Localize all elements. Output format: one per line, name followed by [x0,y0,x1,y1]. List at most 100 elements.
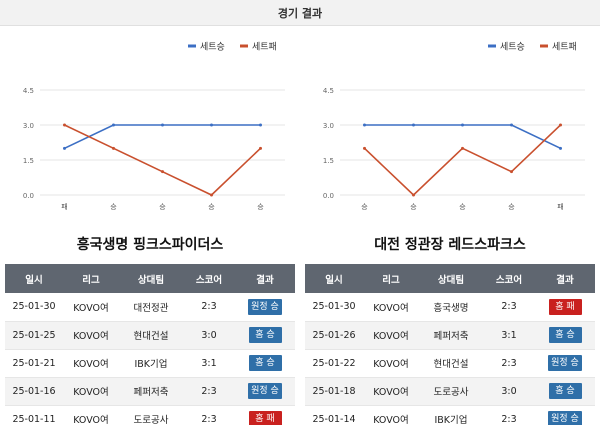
left-chart: 세트승 세트패 0.0 1.5 3.0 4.5 패 승 승 승 승 [0,26,300,231]
cell-league: KOVO여 [63,293,119,322]
x-tick-label: 승 [361,203,368,211]
left-team-panel: 세트승 세트패 0.0 1.5 3.0 4.5 패 승 승 승 승 흥국생명 핑크스파이더스 일시 리… [0,26,300,425]
result-badge: 홈 승 [248,355,282,371]
cell-opponent: 페퍼저축 [419,321,483,350]
cell-league: KOVO여 [63,321,119,350]
series-line [364,124,561,150]
result-badge: 홈 승 [548,327,582,343]
cell-result: 원정 승 [535,349,595,378]
table-row: 25-01-22 KOVO여 현대건설 2:3 원정 승 [305,349,595,378]
cell-result: 홈 패 [235,405,295,425]
cell-date: 25-01-11 [5,405,63,425]
cell-result: 원정 승 [235,377,295,406]
y-tick-label: 4.5 [323,87,334,95]
cell-score: 2:3 [183,405,235,425]
data-point [461,146,464,150]
y-tick-label: 0.0 [323,192,334,200]
column-header: 결과 [235,264,295,293]
data-point [112,146,115,150]
cell-date: 25-01-18 [305,377,363,406]
data-point [412,123,415,127]
table-row: 25-01-30 KOVO여 대전정관 2:3 원정 승 [5,293,295,322]
y-tick-label: 0.0 [23,192,34,200]
data-point [210,193,213,197]
series-line [64,124,261,150]
x-tick-label: 패 [61,202,67,211]
cell-league: KOVO여 [363,293,419,322]
cell-score: 3:0 [183,321,235,350]
cell-result: 홈 승 [235,321,295,350]
data-point [161,170,164,174]
left-results-table: 일시 리그 상대팀 스코어 결과 25-01-30 KOVO여 대전정관 2:3 원정 승 25-… [5,264,295,425]
column-header: 스코어 [183,264,235,293]
column-header: 결과 [535,264,595,293]
cell-date: 25-01-25 [5,321,63,350]
result-badge: 홈 승 [248,327,282,343]
table-row: 25-01-18 KOVO여 도로공사 3:0 홈 승 [305,377,595,406]
cell-opponent: 현대건설 [419,349,483,378]
table-row: 25-01-25 KOVO여 현대건설 3:0 홈 승 [5,321,295,350]
data-point [461,123,464,127]
cell-result: 홈 승 [235,349,295,378]
result-badge: 홈 패 [548,298,582,315]
cell-result: 홈 패 [535,293,595,322]
x-tick-label: 패 [557,202,563,211]
data-point [63,146,66,150]
cell-opponent: 대전정관 [119,293,183,322]
y-tick-label: 3.0 [323,122,334,130]
table-row: 25-01-16 KOVO여 페퍼저축 2:3 원정 승 [5,377,295,406]
cell-opponent: 도로공사 [119,405,183,425]
data-point [161,123,164,127]
cell-score: 2:3 [483,349,535,378]
right-team-name: 대전 정관장 레드스파크스 [374,237,526,253]
data-point [363,146,366,150]
cell-opponent: IBK기업 [419,405,483,425]
data-point [412,193,415,197]
result-badge: 원정 승 [548,411,582,425]
data-point [259,123,262,127]
cell-league: KOVO여 [363,349,419,378]
data-point [510,170,513,174]
column-header: 상대팀 [419,264,483,293]
results-header: 경기 결과 [0,0,600,26]
cell-opponent: IBK기업 [119,349,183,378]
x-tick-label: 승 [508,203,515,211]
result-badge: 원정 승 [248,298,282,315]
data-point [259,146,262,150]
cell-score: 2:3 [483,293,535,322]
cell-league: KOVO여 [63,405,119,425]
column-header: 리그 [363,264,419,293]
column-header: 일시 [305,264,363,293]
legend-label: 세트승 [200,42,225,53]
table-row: 25-01-26 KOVO여 페퍼저축 3:1 홈 승 [305,321,595,350]
data-point [63,123,66,127]
cell-league: KOVO여 [363,405,419,425]
cell-date: 25-01-14 [305,405,363,425]
cell-date: 25-01-21 [5,349,63,378]
x-tick-label: 승 [459,203,466,211]
table-row: 25-01-30 KOVO여 흥국생명 2:3 홈 패 [305,293,595,322]
column-header: 리그 [63,264,119,293]
cell-opponent: 페퍼저축 [119,377,183,406]
cell-score: 2:3 [483,405,535,425]
x-tick-label: 승 [410,203,417,211]
cell-date: 25-01-26 [305,321,363,350]
right-chart: 세트승 세트패 0.0 1.5 3.0 4.5 승 승 승 승 패 [300,26,600,231]
cell-league: KOVO여 [63,377,119,406]
column-header: 상대팀 [119,264,183,293]
table-row: 25-01-21 KOVO여 IBK기업 3:1 홈 승 [5,349,295,378]
cell-opponent: 현대건설 [119,321,183,350]
column-header: 스코어 [483,264,535,293]
cell-date: 25-01-16 [5,377,63,406]
cell-date: 25-01-22 [305,349,363,378]
table-row: 25-01-14 KOVO여 IBK기업 2:3 원정 승 [305,405,595,425]
cell-score: 3:1 [183,349,235,378]
cell-date: 25-01-30 [5,293,63,322]
cell-score: 2:3 [183,377,235,406]
cell-date: 25-01-30 [305,293,363,322]
right-results-table: 일시 리그 상대팀 스코어 결과 25-01-30 KOVO여 흥국생명 2:3 홈 패 25-0… [305,264,595,425]
cell-opponent: 도로공사 [419,377,483,406]
right-team-panel: 세트승 세트패 0.0 1.5 3.0 4.5 승 승 승 승 패 대전 정관장 레드스파크스 일시… [300,26,600,425]
legend-label: 세트패 [552,42,577,53]
page-title: 경기 결과 [277,6,323,20]
